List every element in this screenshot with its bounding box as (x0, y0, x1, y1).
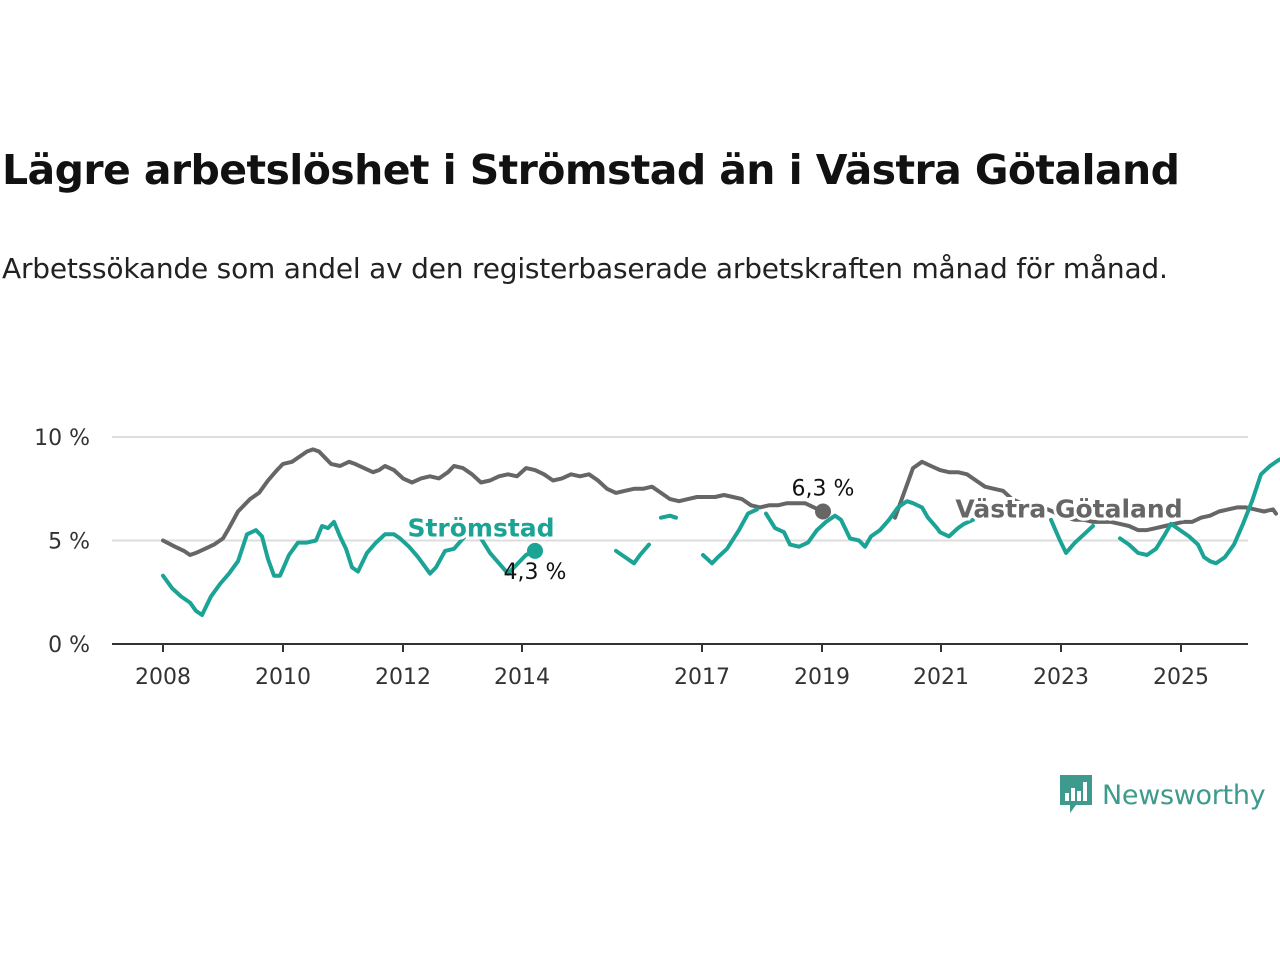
series-line-stromstad (161, 519, 537, 617)
chart-subtitle: Arbetssökande som andel av den registerb… (2, 252, 1168, 285)
end-point-marker (815, 503, 831, 520)
end-value-label: 4,3 % (504, 560, 567, 585)
y-tick-label: 10 % (34, 426, 90, 451)
x-tick-label: 2012 (375, 665, 431, 690)
series-line-stromstad (614, 542, 651, 566)
y-tick-label: 0 % (48, 633, 90, 658)
x-tick-label: 2019 (794, 665, 850, 690)
bar-chart-speech-bubble-icon (1060, 775, 1092, 813)
end-point-marker (527, 542, 543, 559)
series-line-stromstad (701, 507, 759, 566)
x-tick-label: 2021 (913, 665, 969, 690)
x-tick-label: 2017 (674, 665, 730, 690)
series-line-stromstad (1049, 517, 1095, 555)
series-name-label: Västra Götaland (955, 495, 1182, 524)
gridlines (112, 436, 1248, 542)
series-labels: 6,3 % 4,3 % Strömstad Västra Götaland (404, 477, 1185, 585)
x-tick-label: 2014 (494, 665, 550, 690)
x-tick-label: 2023 (1033, 665, 1089, 690)
series-line-stromstad (659, 513, 678, 520)
x-tick-label: 2010 (255, 665, 311, 690)
series-name-label: Strömstad (407, 513, 554, 542)
x-tick-label: 2025 (1153, 665, 1209, 690)
series-line-vastra-gotaland (893, 459, 1278, 533)
y-tick-label: 5 % (48, 530, 90, 555)
end-value-label: 6,3 % (792, 477, 855, 502)
newsworthy-logo: Newsworthy (1058, 773, 1266, 817)
chart-title: Lägre arbetslöshet i Strömstad än i Väst… (2, 146, 1180, 194)
y-axis-ticks: 0 % 5 % 10 % (34, 426, 90, 658)
series-line-vastra-gotaland (161, 447, 825, 557)
x-tick-label: 2008 (135, 665, 191, 690)
brand-name: Newsworthy (1102, 779, 1266, 811)
series-lines (161, 447, 1280, 617)
series-line-stromstad (764, 499, 975, 549)
x-axis: 2008 2010 2012 2014 2017 2019 2021 2023 2025 (112, 643, 1248, 690)
series-line-stromstad (1118, 457, 1280, 566)
